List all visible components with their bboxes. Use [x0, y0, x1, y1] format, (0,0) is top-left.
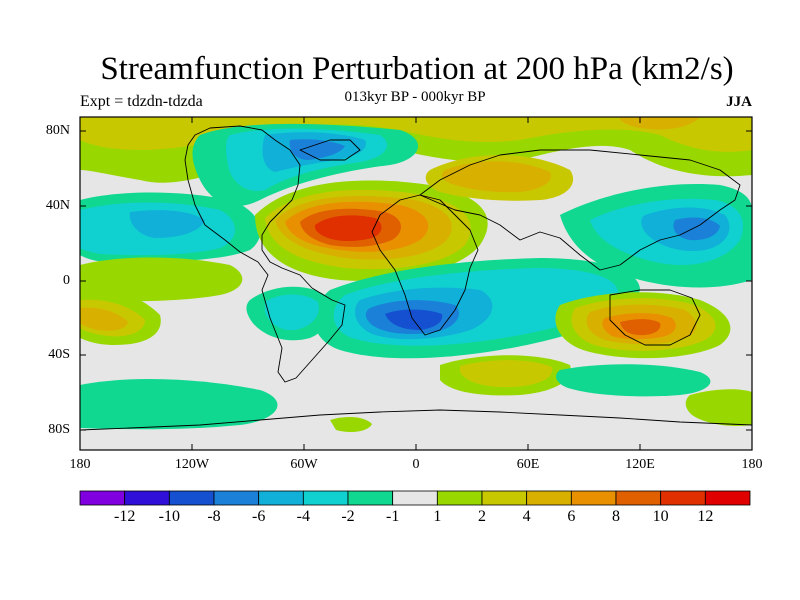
contour-aus-high5 — [620, 319, 661, 336]
colorbar-label: -2 — [341, 508, 355, 525]
colorbar-swatch — [258, 490, 304, 506]
colorbar-label: -10 — [158, 508, 180, 525]
colorbar-label: 10 — [652, 508, 669, 525]
x-label-60e: 60E — [516, 457, 540, 472]
x-label-0: 0 — [412, 457, 420, 472]
colorbar-swatch — [570, 490, 617, 506]
contour-atl-high6 — [314, 215, 382, 241]
colorbar-swatch — [660, 490, 706, 506]
colorbar-swatch — [615, 490, 662, 506]
colorbar-swatch — [302, 490, 349, 506]
contour-south-cyan2 — [556, 364, 711, 397]
contour-sepac-high3 — [80, 307, 128, 331]
y-label-80n: 80N — [45, 123, 70, 138]
colorbar-swatch — [79, 490, 126, 506]
colorbar-label: -1 — [385, 508, 400, 525]
contour-eurasia-high2 — [441, 161, 551, 193]
colorbar-swatch — [124, 490, 170, 506]
y-label-40s: 40S — [48, 347, 70, 362]
contour-south-ocean-yellow — [460, 360, 553, 388]
x-label-180w: 180 — [69, 457, 91, 472]
colorbar-swatch — [168, 490, 215, 506]
colorbar-label: 2 — [478, 508, 486, 525]
colorbar-swatch — [436, 490, 483, 506]
x-ticks — [79, 117, 753, 450]
contour-nh-cyan-band3 — [129, 210, 205, 238]
y-ticks — [80, 130, 752, 431]
colorbar-swatch — [392, 490, 438, 506]
y-label-40n: 40N — [45, 198, 70, 213]
y-label-0: 0 — [63, 273, 70, 288]
chart-title: Streamfunction Perturbation at 200 hPa (… — [100, 51, 734, 87]
contour-south-cyan1 — [80, 378, 278, 430]
x-label-120e: 120E — [625, 457, 655, 472]
contour-wpac-low4 — [673, 217, 720, 241]
colorbar-label: 8 — [612, 508, 620, 525]
colorbar-swatch — [704, 490, 751, 506]
colorbar-swatch — [347, 490, 394, 506]
experiment-label: Expt = tdzdn-tdzda — [80, 93, 203, 110]
colorbar-label: -4 — [296, 508, 310, 525]
x-label-180e: 180 — [741, 457, 763, 472]
contour-south-yellow-west — [330, 416, 372, 432]
colorbar-label: -12 — [113, 508, 136, 525]
colorbar-label: 4 — [522, 508, 531, 525]
colorbar — [79, 490, 751, 506]
contour-tpac-green — [80, 257, 243, 302]
map-field — [80, 117, 752, 450]
colorbar-label: 12 — [697, 508, 714, 525]
coastlines — [80, 125, 752, 431]
colorbar-label: -6 — [251, 508, 266, 525]
colorbar-label: 6 — [567, 508, 576, 525]
colorbar-label: 1 — [433, 508, 442, 525]
contour-south-yellow-east — [685, 389, 752, 426]
colorbar-label: -8 — [207, 508, 221, 525]
contour-satl-cyan2 — [265, 294, 319, 331]
y-label-80s: 80S — [48, 422, 70, 437]
colorbar-swatch — [481, 490, 528, 506]
chart-subtitle: 013kyr BP - 000kyr BP — [344, 89, 486, 105]
colorbar-swatch — [213, 490, 260, 506]
x-label-60w: 60W — [290, 457, 318, 472]
season-label: JJA — [726, 94, 752, 110]
x-label-120w: 120W — [174, 457, 210, 472]
contour-npac-low4 — [289, 139, 345, 160]
colorbar-swatch — [526, 490, 572, 506]
